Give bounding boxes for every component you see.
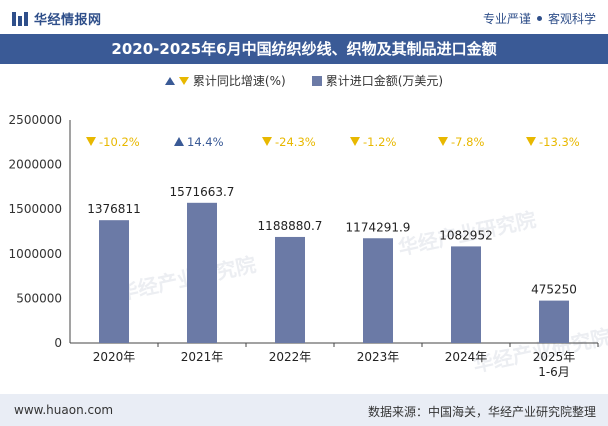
- legend-growth: 累计同比增速(%): [164, 72, 286, 89]
- bar: [363, 238, 393, 343]
- triangle-down-icon: [178, 76, 189, 85]
- bar-value-label: 1188880.7: [258, 219, 323, 233]
- legend-amount-label: 累计进口金额(万美元): [325, 74, 444, 88]
- bar: [275, 236, 305, 343]
- growth-down-triangle: [438, 137, 448, 146]
- footer: www.huaon.com 数据来源：中国海关，华经产业研究院整理: [0, 394, 608, 426]
- legend-growth-label: 累计同比增速(%): [192, 74, 286, 88]
- x-tick-label: 1-6月: [538, 365, 570, 379]
- bar: [99, 220, 129, 343]
- growth-value-label: -1.2%: [363, 135, 396, 149]
- bar-value-label: 475250: [531, 283, 577, 297]
- bar-value-label: 1571663.7: [170, 185, 235, 199]
- logo-bars-icon: [12, 11, 28, 26]
- growth-value-label: -7.8%: [451, 135, 484, 149]
- growth-value-label: -13.3%: [539, 135, 580, 149]
- growth-down-triangle: [526, 137, 536, 146]
- legend: 累计同比增速(%) 累计进口金额(万美元): [0, 72, 608, 89]
- bullet-icon: [536, 16, 542, 21]
- logo: 华经情报网: [12, 9, 102, 28]
- slogan-right: 客观科学: [547, 12, 596, 26]
- bar-value-label: 1082952: [439, 228, 492, 242]
- growth-value-label: -24.3%: [275, 135, 316, 149]
- y-tick-label: 1000000: [9, 247, 62, 261]
- x-tick-label: 2024年: [445, 350, 488, 364]
- y-tick-label: 0: [54, 336, 62, 350]
- bar-value-label: 1376811: [87, 202, 140, 216]
- bar-value-label: 1174291.9: [346, 220, 411, 234]
- chart-canvas: 华经产业研究院华经产业研究院华经产业研究院0500000100000015000…: [9, 113, 608, 379]
- slogan: 专业严谨 客观科学: [483, 10, 596, 27]
- bar: [539, 300, 569, 343]
- y-tick-label: 2500000: [9, 113, 62, 127]
- triangle-up-icon: [164, 76, 175, 85]
- y-tick-label: 2000000: [9, 158, 62, 172]
- x-tick-label: 2021年: [181, 350, 224, 364]
- growth-value-label: -10.2%: [99, 135, 140, 149]
- growth-down-triangle: [350, 137, 360, 146]
- x-tick-label: 2025年: [533, 350, 576, 364]
- bar: [187, 202, 217, 343]
- footer-source: 数据来源：中国海关，华经产业研究院整理: [367, 405, 596, 419]
- x-tick-label: 2020年: [93, 350, 136, 364]
- chart-title: 2020-2025年6月中国纺织纱线、织物及其制品进口金额: [0, 34, 608, 64]
- y-tick-label: 1500000: [9, 202, 62, 216]
- footer-website[interactable]: www.huaon.com: [14, 403, 114, 417]
- y-tick-label: 500000: [16, 291, 62, 305]
- slogan-left: 专业严谨: [482, 12, 531, 26]
- top-bar: 华经情报网 专业严谨 客观科学: [0, 0, 608, 34]
- bar: [451, 246, 481, 343]
- logo-text: 华经情报网: [34, 13, 102, 28]
- growth-value-label: 14.4%: [187, 135, 224, 149]
- legend-amount: 累计进口金额(万美元): [311, 72, 444, 89]
- growth-down-triangle: [86, 137, 96, 146]
- x-tick-label: 2022年: [269, 350, 312, 364]
- growth-down-triangle: [262, 137, 272, 146]
- legend-square-icon: [311, 75, 322, 86]
- growth-up-triangle: [174, 137, 184, 146]
- x-tick-label: 2023年: [357, 350, 400, 364]
